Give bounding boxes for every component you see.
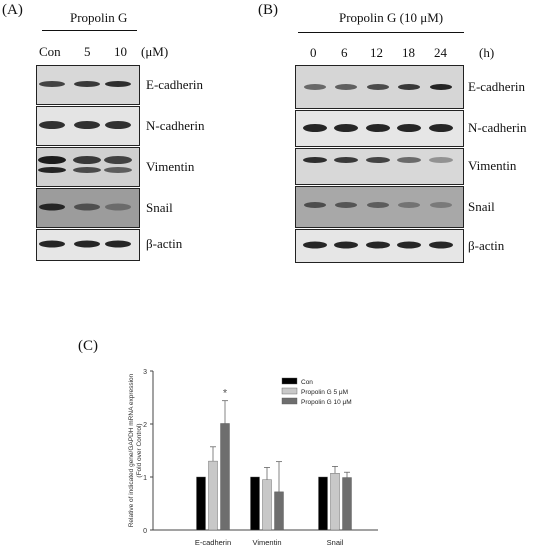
legend-label-0: Con [301, 379, 313, 386]
panel-b-lane-0: 0 [310, 45, 317, 60]
y-tick-label-3: 3 [143, 369, 147, 376]
panel-b-treatment-bar [298, 32, 464, 33]
panel-a-lane-10: 10 [114, 44, 127, 59]
panel-a-lane-con: Con [39, 44, 61, 59]
bar-vimentin-series-0 [250, 476, 260, 531]
panel-b-blot-vimentin [295, 148, 464, 185]
bar-snail-series-0 [318, 476, 328, 531]
y-tick-label-0: 0 [143, 528, 147, 535]
y-axis-label-1: (Fold over Control) [136, 423, 143, 477]
legend-swatch-2 [281, 397, 298, 405]
y-axis-label-0: Relative of indicated gene/GAPDH mRNA ex… [128, 373, 135, 527]
legend-label-1: Propolin G 5 μM [301, 389, 348, 396]
panel-b-lane-18: 18 [402, 45, 415, 60]
bar-snail-series-2 [342, 477, 352, 531]
panel-a-unit: (μM) [141, 44, 169, 59]
legend-swatch-0 [281, 377, 298, 385]
bar-e-cadherin-series-1 [208, 460, 218, 531]
bar-snail-series-1 [330, 473, 340, 531]
significance-mark-0: * [223, 388, 228, 400]
panel-b-unit: (h) [479, 45, 495, 60]
panel-a-label-vimentin: Vimentin [146, 159, 195, 174]
x-tick-label-1: Vimentin [252, 538, 281, 547]
panel-a-label-beta-actin: β-actin [146, 236, 183, 251]
panel-b-label-vimentin: Vimentin [468, 158, 517, 173]
panel-a-label-e-cadherin: E-cadherin [146, 77, 204, 92]
panel-a-treatment: Propolin G [70, 10, 128, 25]
legend-swatch-1 [281, 387, 298, 395]
panel-b-label-n-cadherin: N-cadherin [468, 120, 527, 135]
panel-a-lane-5: 5 [84, 44, 91, 59]
panel-a-label-snail: Snail [146, 200, 173, 215]
panel-b-lane-12: 12 [370, 45, 383, 60]
x-tick-label-0: E-cadherin [195, 538, 231, 547]
legend-label-2: Propolin G 10 μM [301, 399, 352, 406]
y-tick-label-1: 1 [143, 475, 147, 482]
bar-e-cadherin-series-0 [196, 476, 206, 531]
x-tick-label-2: Snail [327, 538, 344, 547]
panel-c-label: (C) [78, 338, 98, 354]
panel-b-treatment: Propolin G (10 μM) [339, 10, 444, 25]
panel-a-label: (A) [2, 2, 23, 18]
panel-b-lane-24: 24 [434, 45, 447, 60]
panel-a-treatment-bar [42, 30, 137, 31]
bar-e-cadherin-series-2 [220, 423, 230, 531]
y-tick-label-2: 2 [143, 422, 147, 429]
panel-b-label-beta-actin: β-actin [468, 238, 505, 253]
panel-b-label: (B) [258, 2, 278, 18]
bar-vimentin-series-1 [262, 479, 272, 531]
panel-b-label-snail: Snail [468, 199, 495, 214]
panel-b-lane-6: 6 [341, 45, 348, 60]
bar-vimentin-series-2 [274, 491, 284, 531]
panel-a-label-n-cadherin: N-cadherin [146, 118, 205, 133]
panel-b-label-e-cadherin: E-cadherin [468, 79, 526, 94]
